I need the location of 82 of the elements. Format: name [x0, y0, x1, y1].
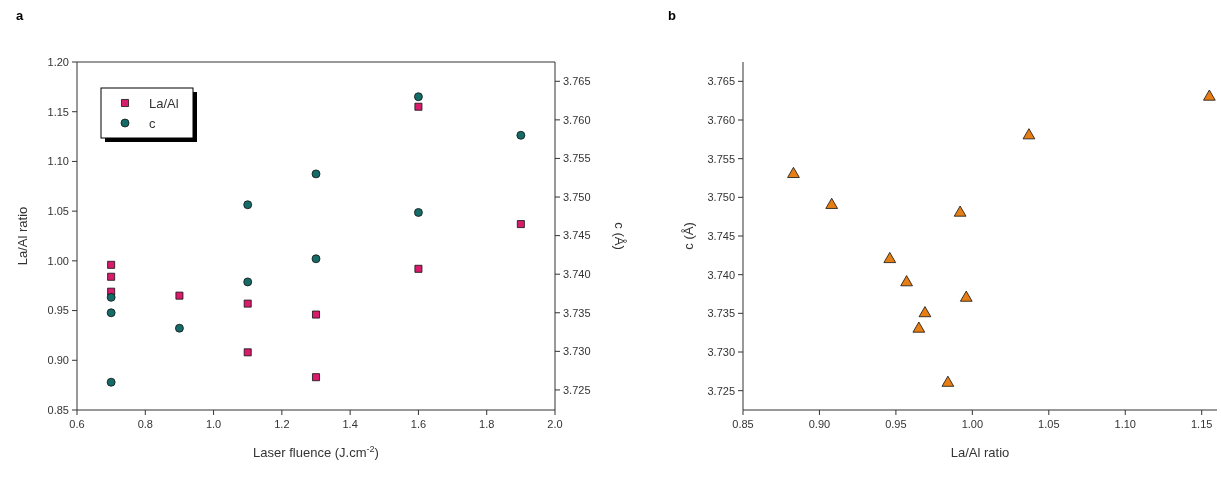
y-tick-label: 3.730 [707, 345, 735, 358]
y-tick-label: 3.765 [707, 75, 735, 88]
x-tick-label: 0.8 [137, 418, 153, 430]
point [106, 308, 116, 318]
y-tick-label: 3.740 [707, 268, 735, 281]
point [900, 275, 913, 287]
y-tick-label: 1.05 [47, 204, 69, 217]
x-tick-label: 1.10 [1114, 418, 1136, 430]
point [414, 264, 423, 273]
point [959, 290, 973, 302]
y2-axis-title: c (Å) [612, 222, 627, 250]
x-axis-title: Laser fluence (J.cm$^{-2}$) [253, 444, 379, 460]
point [107, 272, 116, 281]
y-tick-label: 1.20 [47, 55, 69, 68]
x-tick-label: 0.85 [732, 418, 754, 430]
x-tick-label: 0.6 [69, 418, 85, 430]
point [243, 348, 252, 357]
y-tick-label: 3.760 [707, 113, 735, 126]
legend-label: c [149, 115, 156, 131]
x-tick-label: 1.6 [410, 418, 427, 430]
point [787, 166, 800, 178]
point [312, 310, 320, 319]
point [918, 306, 932, 318]
point [243, 200, 253, 210]
point [414, 208, 423, 217]
point [516, 130, 526, 140]
point [243, 277, 253, 287]
y-tick-label: 1.10 [47, 155, 69, 168]
point [414, 92, 423, 102]
x-tick-label: 2.0 [547, 418, 563, 430]
x-tick-label: 0.95 [885, 418, 907, 430]
x-tick-label: 1.00 [961, 418, 984, 430]
y2-tick-label: 3.740 [563, 268, 591, 281]
y2-tick-label: 3.765 [563, 75, 591, 88]
y-tick-label: 3.735 [707, 307, 735, 320]
y-tick-label: 0.95 [47, 304, 69, 317]
y-tick-label: 1.00 [47, 254, 69, 267]
point [953, 205, 967, 217]
chart-title: b [668, 8, 676, 23]
y2-tick-label: 3.750 [563, 190, 591, 203]
y2-tick-label: 3.745 [563, 229, 591, 242]
chart-title: a [16, 8, 24, 23]
point [1022, 128, 1036, 140]
point [312, 373, 320, 382]
point [107, 260, 116, 269]
x-axis-title: La/Al ratio [950, 445, 1010, 460]
point [175, 323, 184, 333]
point [106, 377, 116, 387]
point [1203, 89, 1216, 101]
y-tick-label: 3.750 [707, 191, 735, 204]
y-tick-label: 3.725 [707, 384, 735, 397]
y2-tick-label: 3.730 [563, 345, 591, 358]
point [106, 292, 116, 302]
y-tick-label: 3.755 [707, 152, 735, 165]
legend-label: La/Al [149, 95, 179, 111]
point [414, 102, 423, 111]
x-tick-label: 1.8 [479, 418, 495, 430]
point [243, 299, 252, 308]
y-tick-label: 1.15 [47, 105, 69, 118]
point [941, 375, 955, 387]
y-axis-title: c (Å) [681, 222, 696, 250]
x-tick-label: 1.0 [205, 418, 222, 430]
y-axis-title: La/Al ratio [15, 206, 30, 266]
y-tick-label: 0.90 [47, 354, 69, 367]
y2-tick-label: 3.755 [563, 152, 591, 165]
point [825, 197, 838, 209]
x-tick-label: 1.4 [342, 418, 358, 430]
point [516, 220, 525, 228]
point [311, 169, 321, 179]
point [311, 254, 321, 264]
x-tick-label: 0.90 [808, 418, 831, 430]
x-tick-label: 1.05 [1038, 418, 1060, 430]
point [912, 321, 926, 333]
y-tick-label: 3.745 [707, 229, 735, 242]
x-tick-label: 1.15 [1191, 418, 1213, 430]
point [883, 252, 897, 263]
y2-tick-label: 3.760 [563, 113, 591, 126]
point [175, 291, 184, 300]
y2-tick-label: 3.725 [563, 383, 591, 396]
x-tick-label: 1.2 [274, 418, 290, 430]
y-tick-label: 0.85 [47, 403, 69, 416]
y2-tick-label: 3.735 [563, 306, 591, 319]
